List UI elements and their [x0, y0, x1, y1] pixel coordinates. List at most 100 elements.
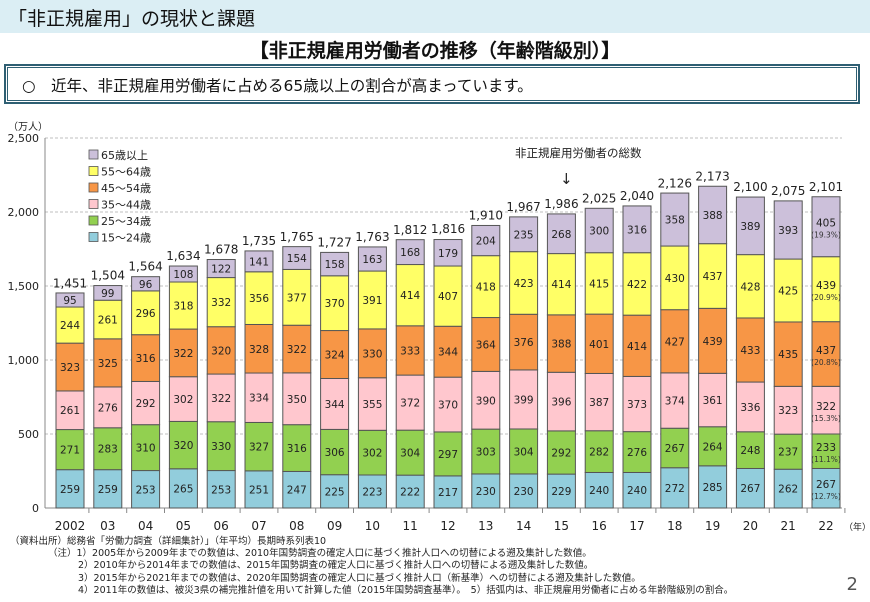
data-label: 390 [476, 395, 496, 407]
bar-segment [244, 372, 274, 423]
data-label: 428 [740, 281, 760, 293]
data-label: 233 [816, 442, 836, 454]
x-tick-label: 11 [403, 519, 418, 533]
bar-segment [735, 317, 765, 383]
message-box: ○ 近年、非正規雇用労働者に占める65歳以上の割合が高まっています。 [5, 65, 859, 103]
bar-segment [509, 313, 539, 371]
data-label: 240 [627, 485, 647, 497]
bar-segment [282, 372, 312, 426]
data-label: 259 [98, 484, 118, 496]
page-title: 「非正規雇用」の現状と課題 [8, 8, 256, 30]
legend-swatch [88, 182, 99, 193]
x-tick-label: 12 [440, 519, 455, 533]
bar-segment [584, 372, 614, 432]
bar-segment [811, 467, 841, 509]
data-label: 267 [816, 479, 836, 491]
data-label: 259 [60, 484, 80, 496]
data-label: 276 [627, 447, 647, 459]
total-label: 2,075 [771, 184, 805, 198]
data-label: 376 [514, 337, 534, 349]
total-label: 1,727 [317, 235, 351, 249]
bar-segment [131, 276, 161, 292]
data-label: 154 [287, 253, 307, 265]
bar-segment [773, 258, 803, 323]
total-label: 1,812 [393, 223, 427, 237]
bar-segment [320, 330, 350, 380]
bar-segment [93, 427, 123, 471]
bar-segment [698, 426, 728, 467]
total-label: 2,040 [620, 189, 654, 203]
total-label: 1,504 [91, 268, 125, 282]
bar-segment [433, 376, 463, 433]
bar-segment [660, 192, 690, 247]
bar-segment [168, 265, 198, 283]
data-label: 96 [139, 279, 153, 291]
total-label: 1,763 [355, 230, 389, 244]
data-label: 247 [287, 485, 307, 497]
total-label: 2,126 [658, 176, 692, 190]
data-label: 283 [98, 444, 118, 456]
bar-segment [546, 314, 576, 373]
data-label: 407 [438, 291, 458, 303]
note-1: （注）1）2005年から2009年までの数値は、2010年国勢調査の確定人口に基… [48, 548, 592, 560]
bar-segment [471, 473, 501, 509]
total-label: 1,816 [431, 222, 465, 236]
bar-segment [282, 424, 312, 472]
data-label: 304 [514, 446, 534, 458]
data-label: 251 [249, 484, 269, 496]
data-label: 285 [703, 482, 723, 494]
data-label: 336 [740, 402, 760, 414]
bar-segment [244, 250, 274, 273]
data-label: 302 [173, 394, 193, 406]
data-label: 344 [325, 399, 345, 411]
bar-segment [395, 429, 425, 476]
bar-segment [471, 317, 501, 372]
data-label: 373 [627, 399, 647, 411]
bar-segment [735, 467, 765, 509]
bar-segment [811, 256, 841, 323]
bar-segment [584, 207, 614, 254]
bar-segment [471, 428, 501, 475]
bar-segment [433, 475, 463, 509]
notes: （資料出所）総務省「労働力調査（詳細集計）」（年平均）長期時系列表10 （注）1… [10, 536, 733, 597]
total-annotation: 非正規雇用労働者の総数 [515, 146, 642, 160]
y-tick-label: 2,500 [8, 132, 40, 145]
bar-segment [131, 334, 161, 382]
bar-segment [131, 470, 161, 509]
data-label: 415 [589, 278, 609, 290]
data-label: 253 [211, 484, 231, 496]
data-label: 306 [325, 447, 345, 459]
y-tick-label: 500 [18, 428, 39, 441]
total-label: 2,025 [582, 191, 616, 205]
data-label: 391 [362, 295, 382, 307]
data-label: 99 [101, 288, 114, 300]
bar-segment [660, 372, 690, 429]
data-label: 222 [400, 487, 420, 499]
x-tick-label: 19 [705, 519, 720, 533]
x-tick-label: 13 [478, 519, 493, 533]
share-label: (19.3%) [811, 231, 841, 240]
x-tick-label: 04 [138, 519, 153, 533]
total-label: 1,986 [544, 197, 578, 211]
data-label: 377 [287, 292, 307, 304]
data-label: 430 [665, 273, 685, 285]
bar-segment [773, 468, 803, 509]
x-tick-label: 17 [629, 519, 644, 533]
data-label: 225 [325, 486, 345, 498]
bar-segment [168, 468, 198, 509]
data-label: 268 [551, 229, 571, 241]
bar-segment [206, 259, 236, 279]
bar-segment [660, 245, 690, 311]
total-label: 1,967 [506, 200, 540, 214]
page-number: 2 [846, 574, 858, 595]
bar-segment [320, 251, 350, 277]
bar-segment [433, 265, 463, 327]
bar-segment [131, 290, 161, 336]
bar-segment [168, 376, 198, 422]
bar-segment [698, 307, 728, 374]
data-label: 418 [476, 282, 496, 294]
bar-segment [395, 239, 425, 266]
bar-segment [395, 264, 425, 327]
bar-segment [546, 430, 576, 475]
bar-segment [622, 375, 652, 433]
